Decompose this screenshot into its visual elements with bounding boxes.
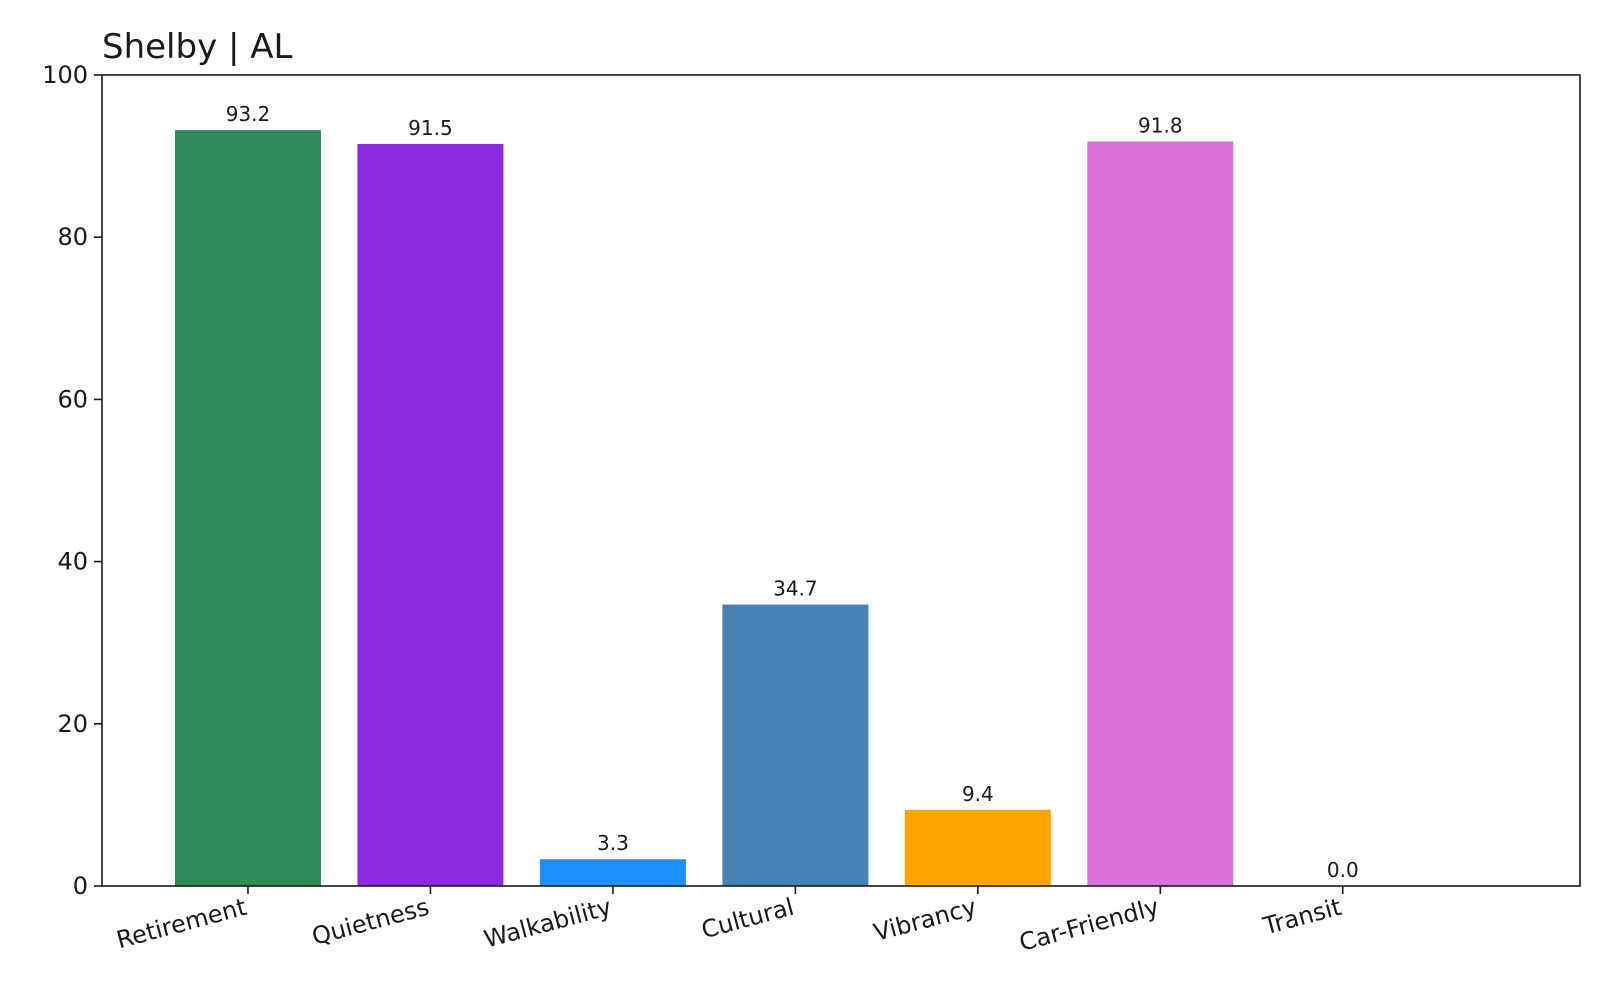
y-tick-label: 60 bbox=[57, 385, 88, 413]
y-axis: 0 20 40 60 80 100 bbox=[42, 61, 102, 900]
x-tick-label-retirement: Retirement bbox=[114, 893, 250, 955]
data-label-transit: 0.0 bbox=[1327, 858, 1359, 882]
plot-frame bbox=[101, 74, 1581, 887]
bar-car-friendly bbox=[1087, 141, 1234, 886]
x-tick-label-quietness: Quietness bbox=[309, 893, 432, 951]
data-label-vibrancy: 9.4 bbox=[962, 782, 994, 806]
bar-vibrancy bbox=[904, 809, 1051, 886]
bar-walkability bbox=[539, 859, 686, 886]
data-label-quietness: 91.5 bbox=[408, 116, 453, 140]
y-tick-label: 80 bbox=[57, 223, 88, 251]
bar-quietness bbox=[357, 143, 504, 886]
y-tick-label: 0 bbox=[73, 872, 88, 900]
data-labels-layer: 93.2 91.5 3.3 34.7 9.4 91.8 0.0 bbox=[226, 102, 1359, 882]
y-tick-label: 100 bbox=[42, 61, 88, 89]
data-label-car-friendly: 91.8 bbox=[1138, 114, 1183, 138]
x-tick-label-car-friendly: Car-Friendly bbox=[1016, 893, 1162, 957]
x-tick-label-vibrancy: Vibrancy bbox=[871, 893, 980, 947]
x-tick-label-transit: Transit bbox=[1259, 893, 1344, 941]
y-tick-label: 20 bbox=[57, 710, 88, 738]
x-tick-label-walkability: Walkability bbox=[481, 893, 614, 954]
data-label-walkability: 3.3 bbox=[597, 831, 629, 855]
data-label-retirement: 93.2 bbox=[226, 102, 271, 126]
x-axis: Retirement Quietness Walkability Cultural Vi… bbox=[114, 886, 1344, 957]
bar-retirement bbox=[174, 130, 321, 886]
bar-cultural bbox=[722, 604, 869, 886]
data-label-cultural: 34.7 bbox=[773, 577, 818, 601]
y-tick-label: 40 bbox=[57, 548, 88, 576]
x-tick-label-cultural: Cultural bbox=[698, 893, 797, 945]
bars-layer bbox=[174, 130, 1234, 886]
chart-title: Shelby | AL bbox=[102, 27, 293, 67]
